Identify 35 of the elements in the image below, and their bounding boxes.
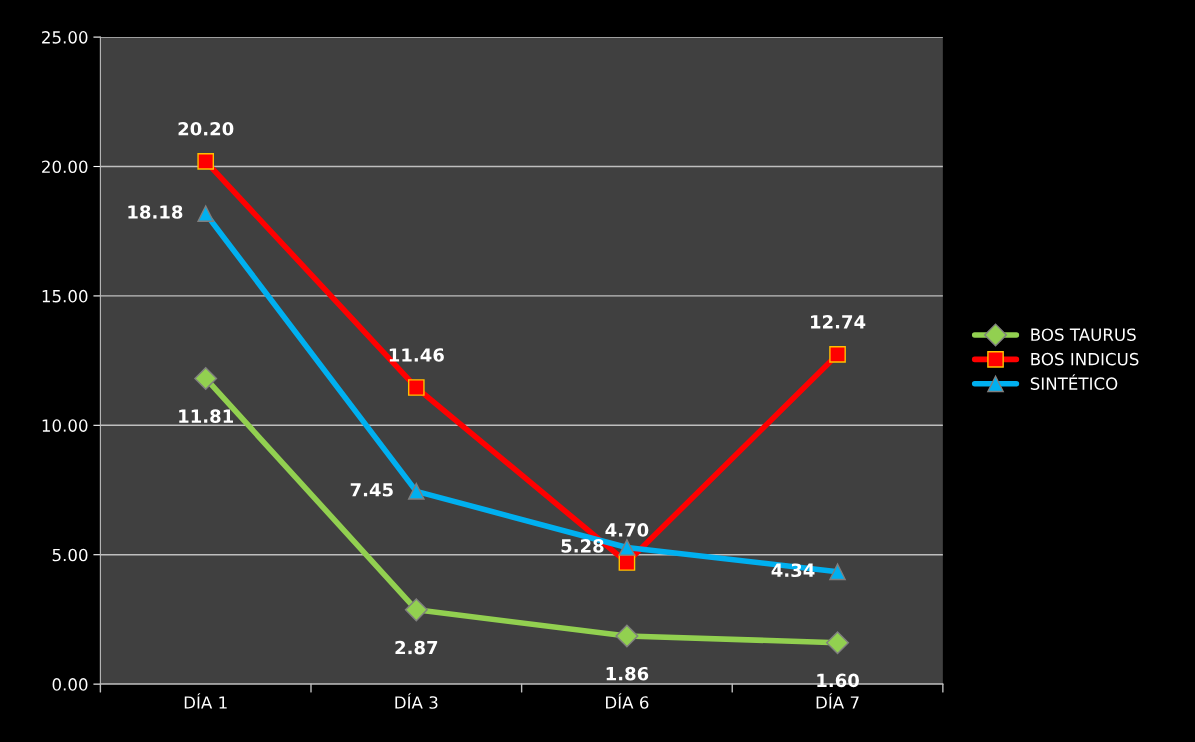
- point: [197, 152, 215, 170]
- point: [197, 205, 215, 222]
- y-tick-label: 10.00: [42, 419, 88, 432]
- data-label: 7.45: [350, 483, 393, 497]
- x-tick-label: DÍA 3: [395, 693, 438, 709]
- y-tick-label: 5.00: [52, 548, 88, 562]
- y-tick-label: 15.00: [42, 289, 88, 303]
- y-tick-label: 25.00: [42, 31, 88, 44]
- x-tick-label: DÍA 7: [816, 693, 859, 709]
- point: [407, 379, 425, 396]
- point: [829, 563, 846, 581]
- data-label: 20.20: [178, 121, 234, 136]
- y-tick-label: 20.00: [42, 160, 88, 174]
- point: [407, 482, 425, 500]
- point: [618, 539, 636, 556]
- legend-label: BOS INDICUS: [1031, 352, 1139, 366]
- data-label: 2.87: [395, 640, 438, 655]
- point: [194, 366, 218, 390]
- data-label: 12.74: [811, 315, 866, 329]
- data-label: 1.86: [606, 666, 649, 681]
- data-label: 11.46: [389, 348, 444, 362]
- data-label: 5.28: [561, 539, 604, 553]
- data-label: 1.60: [817, 673, 859, 688]
- data-label: 11.81: [179, 409, 233, 423]
- point: [404, 598, 428, 622]
- data-label: 18.18: [128, 205, 183, 219]
- data-label: 4.70: [605, 523, 649, 537]
- legend-label: BOS TAURUS: [1031, 328, 1136, 341]
- legend-label: SINTÉTICO: [1030, 374, 1118, 390]
- point: [615, 624, 639, 648]
- y-tick-label: 0.00: [52, 678, 88, 691]
- point: [829, 346, 846, 363]
- x-tick-label: DÍA 1: [184, 693, 227, 709]
- point: [826, 631, 850, 655]
- x-tick-label: DÍA 6: [606, 693, 649, 709]
